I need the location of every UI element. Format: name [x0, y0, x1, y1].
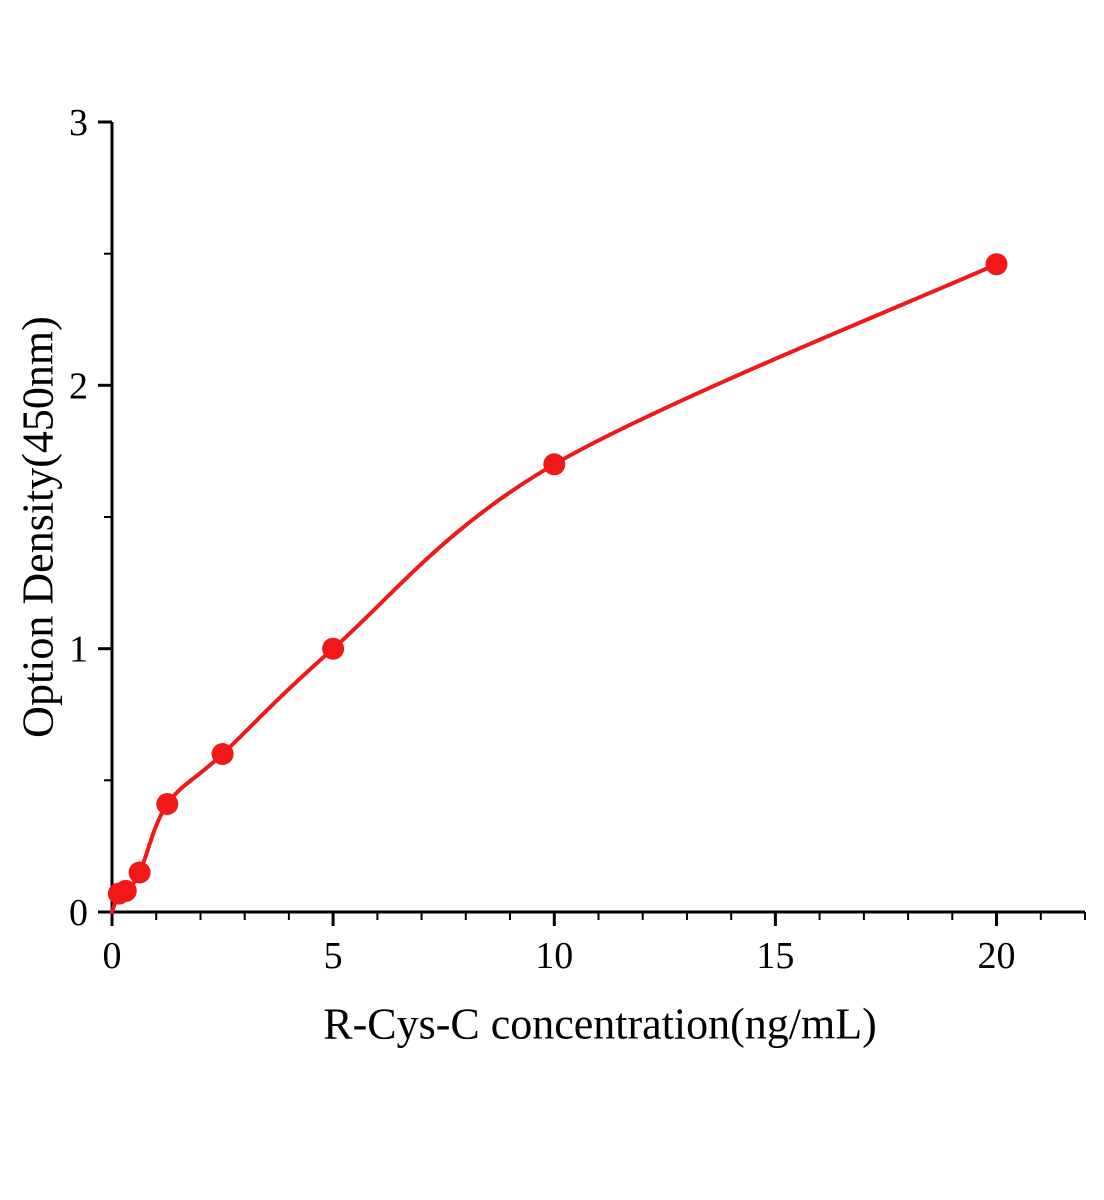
y-tick-label: 1 — [69, 629, 88, 671]
data-point — [322, 637, 345, 660]
x-axis-label: R-Cys-C concentration(ng/mL) — [323, 999, 877, 1049]
y-tick-label: 2 — [69, 365, 88, 407]
x-tick-label: 5 — [324, 935, 343, 977]
y-tick-label: 3 — [69, 102, 88, 144]
y-axis-label: Option Density(450nm) — [13, 316, 63, 738]
data-point — [128, 861, 151, 884]
data-point — [114, 879, 137, 902]
data-point — [156, 793, 179, 815]
data-point — [211, 743, 234, 765]
x-tick-label: 10 — [535, 935, 573, 977]
fit-curve — [110, 262, 999, 914]
data-point — [985, 253, 1008, 276]
x-tick-label: 15 — [756, 935, 794, 977]
x-tick-label: 0 — [103, 935, 122, 977]
data-point — [543, 453, 566, 476]
y-tick-label: 0 — [69, 892, 88, 934]
x-tick-label: 20 — [978, 935, 1016, 977]
